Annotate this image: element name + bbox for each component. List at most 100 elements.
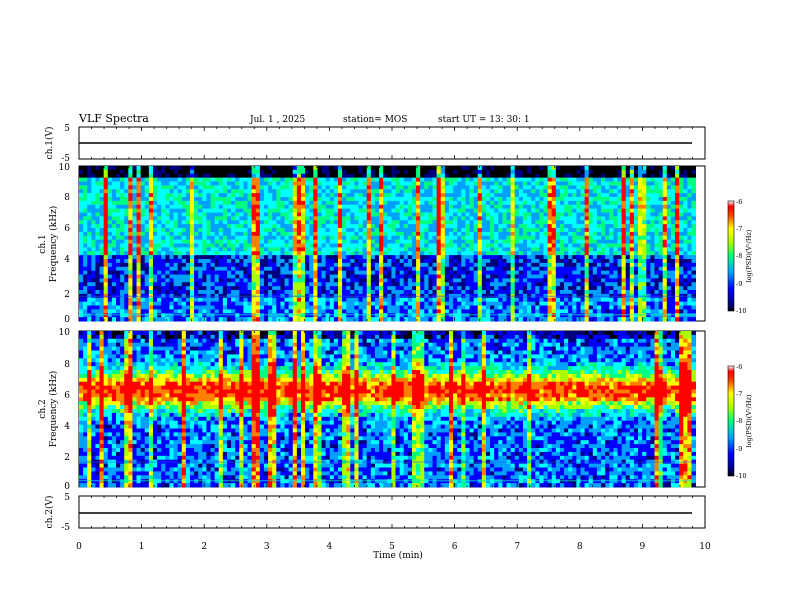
ch1-spectrogram-cell [222, 169, 228, 175]
ch1-spectrogram-cell [527, 189, 532, 194]
ch1-spectrogram-cell [259, 208, 265, 213]
ch1-spectrogram-cell [379, 251, 384, 256]
ch1-spectrogram-cell [346, 290, 351, 295]
ch1-spectrogram-cell [457, 297, 462, 303]
ch1-spectrogram-cell [99, 262, 105, 268]
ch1-spectrogram-cell [395, 228, 401, 233]
ch1-spectrogram-cell [461, 274, 466, 279]
ch1-spectrogram-cell [280, 228, 285, 233]
ch1-spectrogram-cell [272, 282, 277, 287]
ch1-spectrogram-cell [181, 200, 187, 206]
ch1-spectrogram-cell [111, 189, 117, 194]
ch1-spectrogram-cell [481, 309, 487, 314]
ch1-spectrogram-cell [111, 270, 117, 275]
ch1-spectrogram-cell [313, 305, 318, 310]
ch1-spectrogram-cell [374, 197, 380, 202]
ch1-spectrogram-cell [284, 243, 290, 248]
ch1-spectrogram-cell [173, 270, 179, 275]
ch1-spectrogram-cell [568, 181, 573, 186]
ch1-spectrogram-cell [194, 297, 199, 303]
ch1-spectrogram-cell [350, 251, 355, 256]
ch1-spectrogram-cell [518, 228, 524, 233]
ch1-spectrogram-cell [436, 278, 442, 283]
ch1-spectrogram-cell [91, 181, 96, 186]
ch1-spectrogram-cell [280, 290, 285, 295]
ch1-spectrogram-cell [132, 317, 137, 322]
ch1-spectrogram-cell [214, 204, 220, 210]
ch1-spectrogram-cell [91, 189, 96, 194]
ch1-spectrogram-cell [103, 220, 109, 225]
ch1-spectrogram-cell [362, 224, 368, 229]
ch1-spectrogram-cell [111, 220, 117, 225]
ch1-spectrogram-cell [564, 282, 569, 287]
ch1-spectrogram-cell [329, 235, 335, 241]
ch1-spectrogram-cell [255, 166, 261, 171]
ch1-spectrogram-cell [473, 297, 479, 303]
ch1-spectrogram-cell [292, 317, 298, 322]
ch1-spectrogram-cell [309, 309, 314, 314]
ch1-spectrogram-cell [498, 270, 503, 275]
ch1-spectrogram-cell [95, 305, 100, 310]
ch1-spectrogram-cell [444, 297, 450, 303]
ch1-spectrogram-cell [531, 231, 536, 237]
ch1-spectrogram-cell [469, 247, 475, 252]
ch1-spectrogram-cell [173, 224, 179, 229]
ch1-spectrogram-cell [120, 166, 125, 171]
ch1-spectrogram-cell [481, 239, 487, 244]
ch1-spectrogram-cell [572, 197, 577, 202]
ch1-spectrogram-cell [350, 231, 355, 237]
ch1-spectrogram-cell [128, 313, 133, 318]
ch1-spectrogram-cell [584, 247, 590, 252]
ch1-spectrogram-cell [387, 169, 392, 175]
ch1-spectrogram-cell [194, 173, 199, 179]
ch1-spectrogram-cell [485, 305, 491, 310]
ch1-spectrogram-cell [284, 185, 290, 190]
ch1-spectrogram-cell [527, 301, 532, 306]
ch1-spectrogram-cell [99, 220, 105, 225]
ch1-spectrogram-cell [358, 243, 364, 248]
ch1-spectrogram-cell [383, 181, 388, 186]
ch1-spectrogram-cell [243, 305, 248, 310]
ch1-spectrogram-cell [124, 208, 129, 213]
ch1-spectrogram-cell [272, 208, 277, 213]
ch1-spectrogram-cell [251, 212, 257, 217]
ch1-spectrogram-cell [231, 200, 236, 206]
ch1-spectrogram-cell [543, 282, 549, 287]
ch1-spectrogram-cell [288, 247, 294, 252]
ch1-spectrogram-cell [83, 266, 88, 272]
ch1-spectrogram-cell [226, 297, 232, 303]
ch1-spectrogram-cell [95, 235, 100, 241]
ch1-spectrogram-cell [457, 305, 462, 310]
ch1-spectrogram-cell [272, 247, 277, 252]
ch1-spectrogram-cell [214, 166, 220, 171]
ch1-spectrogram-cell [317, 255, 322, 260]
ch1-spectrogram-cell [494, 309, 499, 314]
ch1-spectrogram-cell [547, 185, 553, 190]
ch1-spectrogram-cell [502, 262, 507, 268]
ch1-spectrogram-cell [527, 282, 532, 287]
ch1-spectrogram-cell [383, 286, 388, 291]
ch1-spectrogram-cell [87, 301, 92, 306]
ch1-spectrogram-cell [424, 169, 429, 175]
ch1-spectrogram-cell [555, 274, 561, 279]
ch1-spectrogram-cell [374, 259, 380, 264]
ch1-spectrogram-cell [280, 204, 285, 210]
ch1-spectrogram-cell [268, 181, 273, 186]
ch1-spectrogram-cell [453, 189, 458, 194]
ch1-spectrogram-cell [268, 251, 273, 256]
ch1-spectrogram-cell [477, 239, 483, 244]
ch1-spectrogram-cell [403, 181, 409, 186]
ch1-spectrogram-cell [399, 251, 405, 256]
ch1-spectrogram-cell [313, 239, 318, 244]
ch1-spectrogram-cell [305, 228, 310, 233]
ch1-spectrogram-cell [218, 231, 224, 237]
ch1-spectrogram-cell [342, 216, 347, 221]
ch1-spectrogram-cell [416, 243, 421, 248]
ch1-spectrogram-cell [198, 239, 203, 244]
ch1-spectrogram-cell [416, 266, 421, 272]
ch1-spectrogram-cell [148, 317, 154, 322]
ch1-spectrogram-cell [481, 251, 487, 256]
ch1-spectrogram-cell [263, 305, 269, 310]
ch1-spectrogram-cell [280, 301, 285, 306]
ch1-spectrogram-cell [226, 301, 232, 306]
